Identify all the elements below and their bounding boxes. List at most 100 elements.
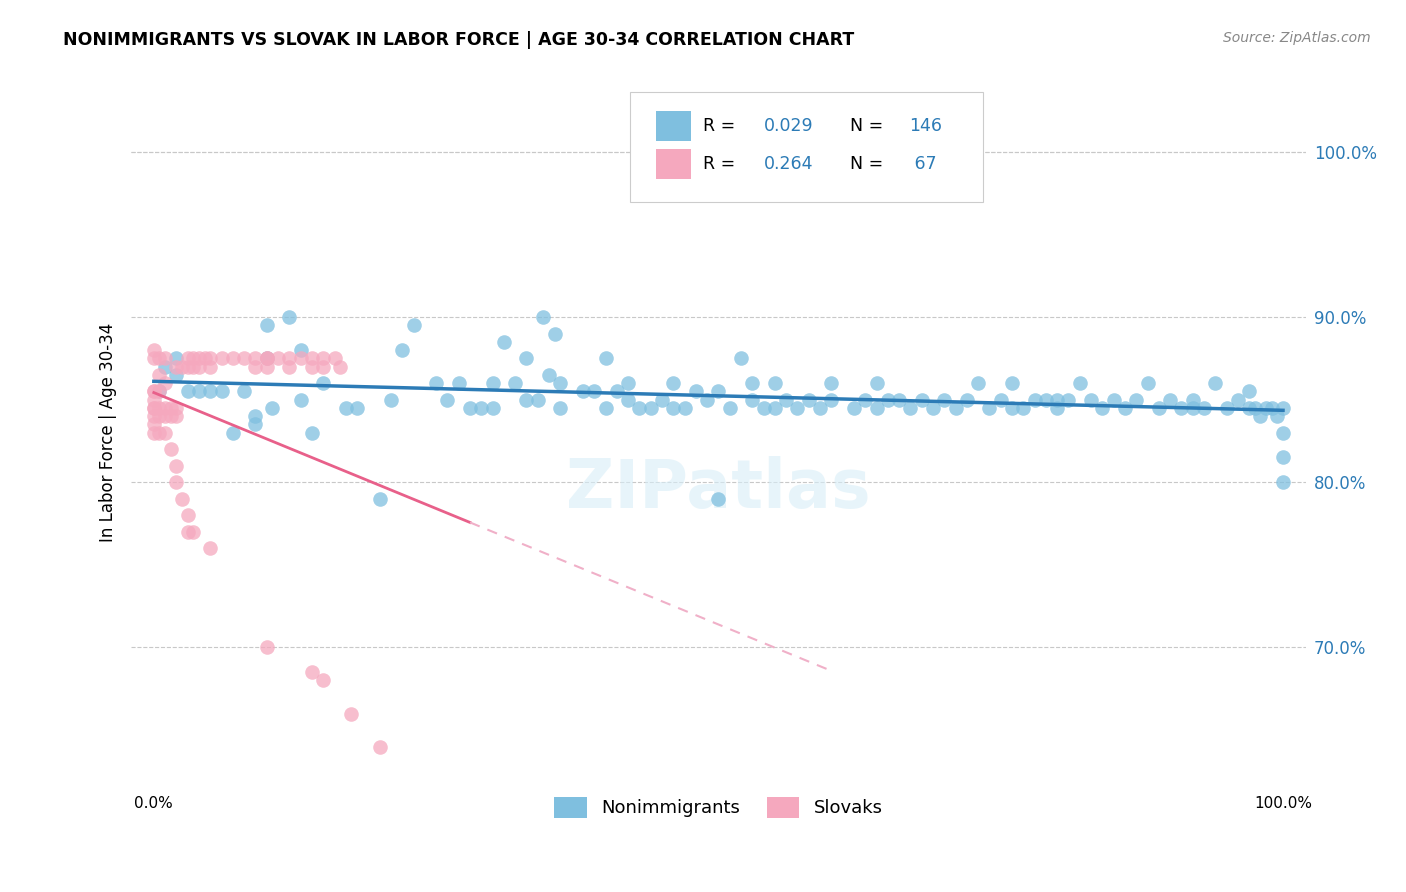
Point [1181, 401, 1204, 415]
Point [335, 401, 357, 415]
Point [278, 351, 301, 366]
Point [148, 401, 170, 415]
Point [1102, 392, 1125, 407]
Point [1080, 392, 1102, 407]
Point [233, 384, 256, 399]
Point [148, 351, 170, 366]
Point [876, 392, 898, 407]
Point [763, 401, 786, 415]
Point [583, 384, 606, 399]
Point [707, 491, 730, 506]
Point [425, 376, 447, 390]
Point [662, 376, 685, 390]
Point [673, 401, 696, 415]
Point [278, 310, 301, 324]
Point [267, 351, 290, 366]
Point [159, 401, 181, 415]
Point [183, 524, 205, 539]
Point [153, 409, 176, 424]
Point [233, 351, 256, 366]
Point [211, 351, 233, 366]
Point [1069, 376, 1091, 390]
Point [165, 475, 187, 490]
Point [1237, 384, 1260, 399]
Point [515, 351, 537, 366]
Point [177, 524, 200, 539]
Point [256, 351, 278, 366]
Point [368, 491, 391, 506]
Point [222, 425, 245, 440]
Point [1147, 401, 1170, 415]
Point [934, 392, 956, 407]
Point [301, 425, 323, 440]
Y-axis label: In Labor Force | Age 30-34: In Labor Force | Age 30-34 [100, 323, 117, 542]
Point [148, 425, 170, 440]
Point [222, 351, 245, 366]
Point [368, 739, 391, 754]
Point [159, 409, 181, 424]
Point [945, 401, 967, 415]
Point [595, 351, 617, 366]
Point [1181, 392, 1204, 407]
Point [775, 392, 797, 407]
Point [492, 334, 515, 349]
Point [170, 491, 193, 506]
Point [245, 359, 267, 374]
Point [165, 458, 187, 473]
Point [1267, 409, 1289, 424]
Point [1046, 401, 1069, 415]
Point [177, 351, 200, 366]
Point [1215, 401, 1237, 415]
Point [256, 640, 278, 655]
Point [312, 376, 335, 390]
Point [323, 351, 346, 366]
Point [1192, 401, 1215, 415]
Point [1001, 376, 1024, 390]
Point [640, 401, 662, 415]
Point [153, 425, 176, 440]
Point [1114, 401, 1136, 415]
Point [786, 401, 808, 415]
Point [256, 359, 278, 374]
Point [148, 409, 170, 424]
Text: R =: R = [703, 117, 741, 135]
Point [159, 442, 181, 457]
Point [628, 401, 651, 415]
Text: 0.264: 0.264 [765, 155, 814, 173]
Text: 146: 146 [908, 117, 942, 135]
Point [380, 392, 402, 407]
Point [346, 401, 368, 415]
Point [956, 392, 979, 407]
Point [481, 376, 503, 390]
Point [617, 376, 640, 390]
Point [503, 376, 526, 390]
Point [481, 401, 503, 415]
Point [797, 392, 820, 407]
Point [763, 376, 786, 390]
Point [606, 384, 628, 399]
Point [617, 392, 640, 407]
Point [142, 392, 165, 407]
Point [662, 401, 685, 415]
Point [177, 359, 200, 374]
Point [170, 359, 193, 374]
Point [1012, 401, 1035, 415]
Point [200, 384, 222, 399]
Point [142, 417, 165, 432]
Point [1272, 475, 1295, 490]
Point [1237, 401, 1260, 415]
Point [245, 351, 267, 366]
Point [1254, 401, 1277, 415]
Text: NONIMMIGRANTS VS SLOVAK IN LABOR FORCE | AGE 30-34 CORRELATION CHART: NONIMMIGRANTS VS SLOVAK IN LABOR FORCE |… [63, 31, 855, 49]
Point [200, 351, 222, 366]
Point [1035, 392, 1057, 407]
Point [278, 359, 301, 374]
Point [177, 508, 200, 523]
Point [1125, 392, 1147, 407]
Point [312, 351, 335, 366]
Point [853, 392, 876, 407]
Point [550, 376, 572, 390]
Point [153, 401, 176, 415]
Point [820, 376, 842, 390]
Point [148, 384, 170, 399]
